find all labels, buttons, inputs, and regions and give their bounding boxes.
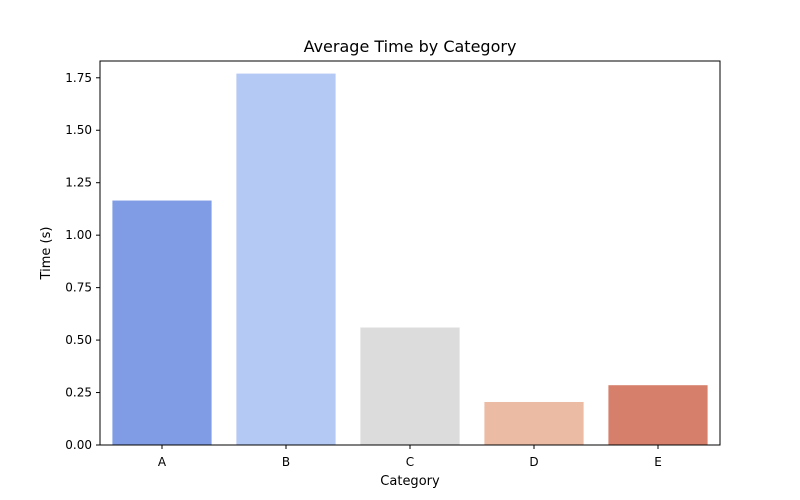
x-tick-label: D [529,455,538,469]
bar-A [112,200,212,445]
y-axis-ticks: 0.00 0.25 0.50 0.75 1.00 1.25 1.50 1.75 [65,71,100,452]
x-axis-label: Category [380,474,440,489]
x-tick-label: A [158,455,167,469]
bar-E [608,385,708,445]
x-tick-label: C [406,455,414,469]
y-tick-label: 1.25 [65,176,92,190]
y-tick-label: 1.50 [65,123,92,137]
bar-B [236,73,336,446]
x-axis-ticks: A B C D E [158,445,662,469]
x-tick-label: E [654,455,662,469]
y-tick-label: 0.25 [65,386,92,400]
y-tick-label: 1.75 [65,71,92,85]
y-tick-label: 0.00 [65,438,92,452]
y-tick-label: 1.00 [65,228,92,242]
bar-D [484,401,584,445]
chart-title: Average Time by Category [304,37,517,56]
y-axis-label: Time (s) [39,227,54,281]
x-tick-label: B [282,455,290,469]
bars-group [112,73,708,446]
y-tick-label: 0.50 [65,333,92,347]
plot-frame [99,60,721,446]
bar-C [360,327,460,445]
y-tick-label: 0.75 [65,281,92,295]
